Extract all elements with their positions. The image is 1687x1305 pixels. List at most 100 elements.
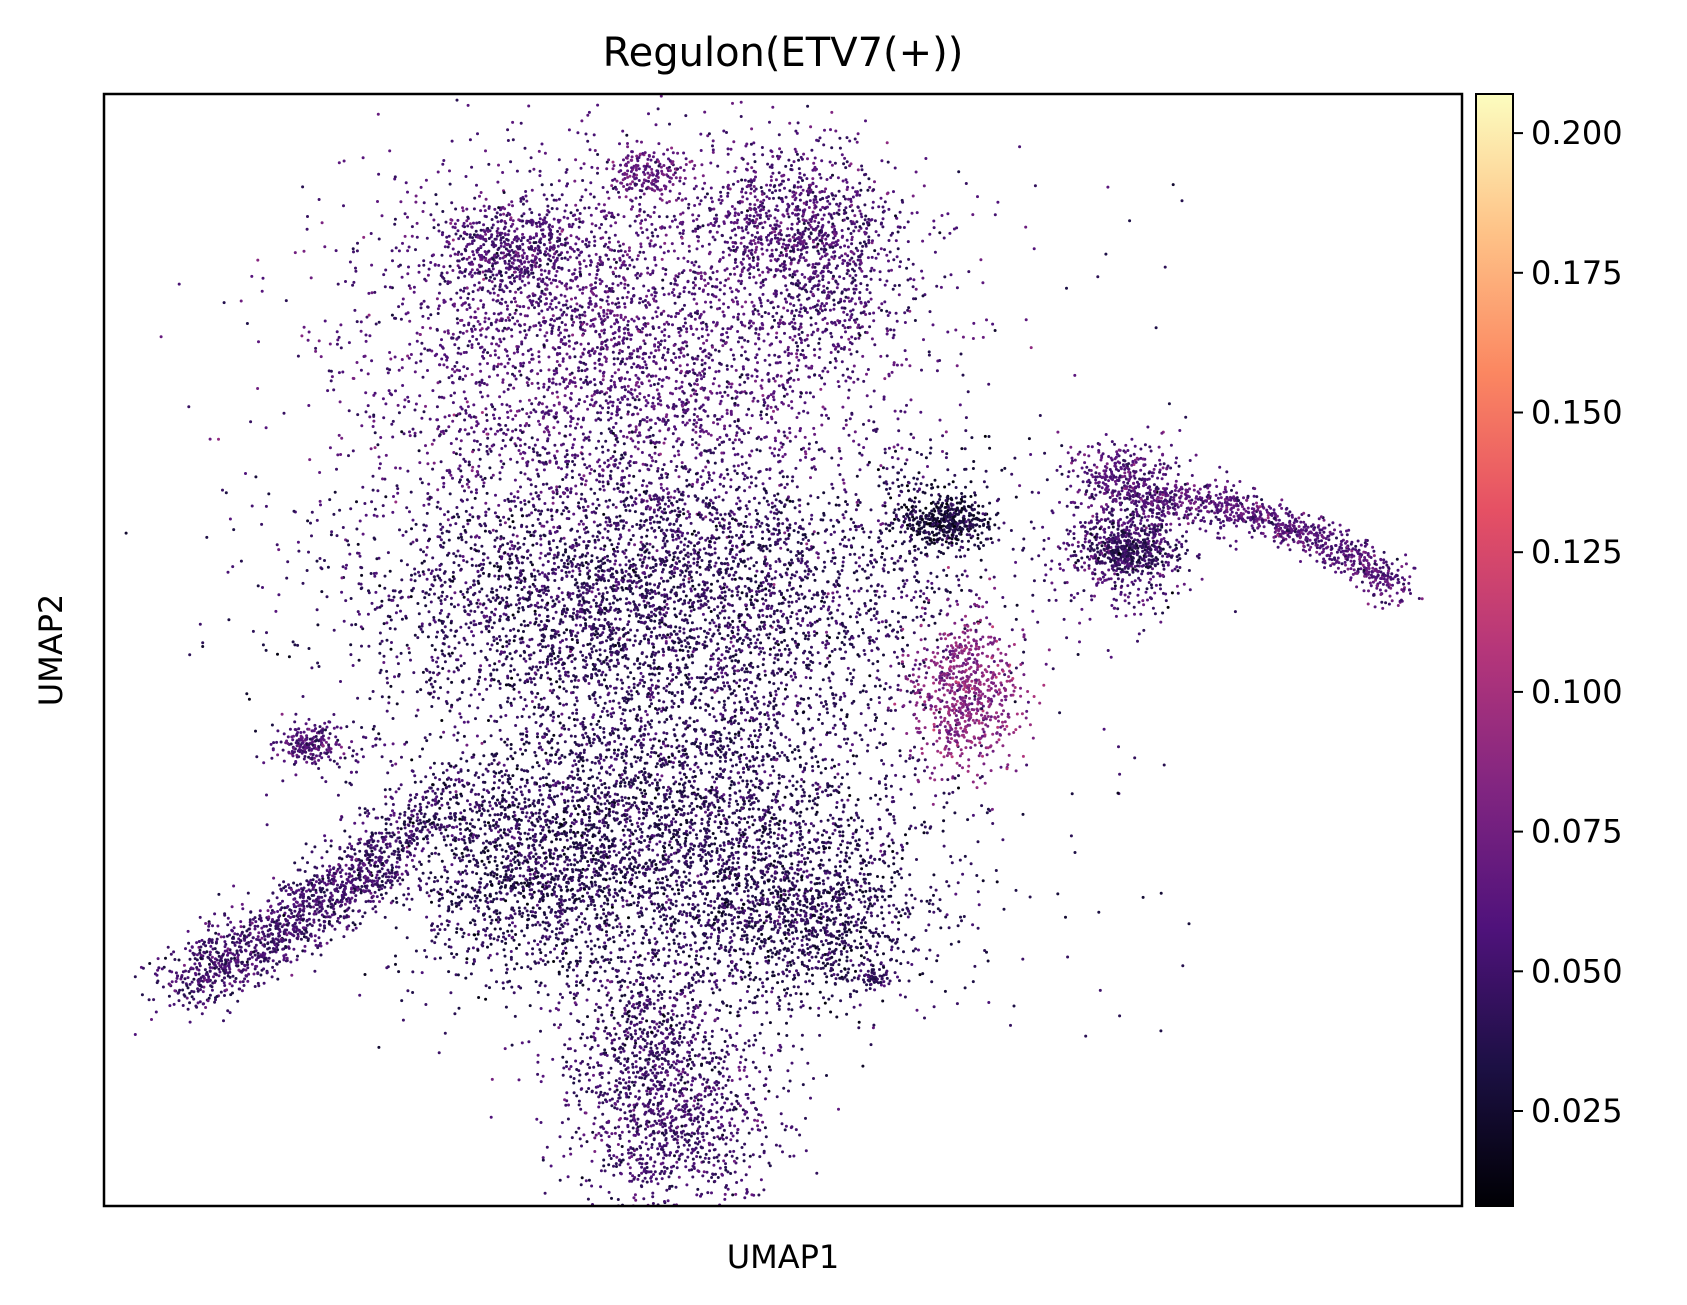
scatter-point: [531, 223, 534, 226]
scatter-point: [887, 269, 890, 272]
scatter-point: [829, 161, 832, 164]
scatter-point: [834, 366, 837, 369]
scatter-point: [530, 402, 533, 405]
scatter-point: [841, 153, 844, 156]
scatter-point: [749, 208, 752, 211]
scatter-point: [579, 304, 582, 307]
scatter-point: [736, 265, 739, 268]
scatter-point: [600, 382, 603, 385]
scatter-point: [835, 267, 838, 270]
scatter-point: [622, 185, 625, 188]
scatter-point: [698, 203, 701, 206]
scatter-point: [739, 273, 742, 276]
scatter-point: [643, 440, 646, 443]
scatter-point: [640, 219, 643, 222]
scatter-point: [620, 396, 623, 399]
scatter-point: [882, 217, 885, 220]
scatter-point: [528, 241, 531, 244]
scatter-point: [732, 245, 735, 248]
scatter-point: [667, 428, 670, 431]
scatter-point: [546, 308, 549, 311]
scatter-point: [753, 153, 756, 156]
scatter-point: [746, 246, 749, 249]
scatter-point: [626, 371, 629, 374]
scatter-point: [585, 466, 588, 469]
scatter-point: [532, 325, 535, 328]
scatter-point: [635, 197, 638, 200]
scatter-point: [904, 349, 907, 352]
scatter-point: [657, 176, 660, 179]
scatter-point: [614, 444, 617, 447]
scatter-point: [713, 217, 716, 220]
scatter-point: [457, 347, 460, 350]
scatter-point: [702, 469, 705, 472]
scatter-point: [442, 299, 445, 302]
scatter-point: [564, 409, 567, 412]
scatter-point: [685, 163, 688, 166]
scatter-point: [603, 393, 606, 396]
scatter-point: [479, 209, 482, 212]
scatter-point: [463, 324, 466, 327]
scatter-point: [678, 437, 681, 440]
scatter-point: [467, 486, 470, 489]
scatter-point: [814, 322, 817, 325]
scatter-point: [461, 258, 464, 261]
scatter-point: [495, 318, 498, 321]
scatter-point: [841, 406, 844, 409]
scatter-point: [768, 121, 771, 124]
scatter-point: [760, 248, 763, 251]
scatter-point: [843, 219, 846, 222]
scatter-point: [459, 331, 462, 334]
scatter-point: [631, 259, 634, 262]
scatter-point: [370, 264, 373, 267]
scatter-point: [664, 437, 667, 440]
scatter-point: [943, 237, 946, 240]
scatter-point: [681, 421, 684, 424]
scatter-point: [895, 239, 898, 242]
scatter-point: [532, 236, 535, 239]
scatter-point: [657, 397, 660, 400]
scatter-point: [691, 213, 694, 216]
scatter-point: [461, 206, 464, 209]
scatter-point: [778, 448, 781, 451]
scatter-point: [681, 237, 684, 240]
scatter-point: [617, 284, 620, 287]
scatter-point: [646, 416, 649, 419]
scatter-point: [843, 482, 846, 485]
scatter-point: [257, 340, 260, 343]
scatter-point: [500, 207, 503, 210]
scatter-point: [821, 237, 824, 240]
scatter-point: [500, 245, 503, 248]
scatter-point: [701, 335, 704, 338]
scatter-point: [445, 355, 448, 358]
scatter-point: [516, 461, 519, 464]
scatter-point: [731, 205, 734, 208]
scatter-point: [861, 245, 864, 248]
scatter-point: [800, 253, 803, 256]
scatter-point: [555, 371, 558, 374]
scatter-point: [555, 461, 558, 464]
scatter-point: [826, 200, 829, 203]
scatter-point: [519, 331, 522, 334]
scatter-point: [708, 366, 711, 369]
scatter-point: [757, 471, 760, 474]
scatter-point: [406, 191, 409, 194]
scatter-point: [920, 369, 923, 372]
scatter-point: [786, 227, 789, 230]
scatter-point: [703, 310, 706, 313]
scatter-point: [719, 191, 722, 194]
scatter-point: [340, 437, 343, 440]
scatter-point: [839, 147, 842, 150]
scatter-point: [595, 479, 598, 482]
scatter-point: [585, 239, 588, 242]
scatter-point: [564, 387, 567, 390]
scatter-point: [630, 455, 633, 458]
scatter-point: [651, 402, 654, 405]
scatter-point: [781, 174, 784, 177]
scatter-point: [575, 218, 578, 221]
scatter-point: [755, 248, 758, 251]
scatter-point: [593, 133, 596, 136]
scatter-point: [676, 168, 679, 171]
scatter-point: [223, 301, 226, 304]
scatter-point: [466, 498, 469, 501]
